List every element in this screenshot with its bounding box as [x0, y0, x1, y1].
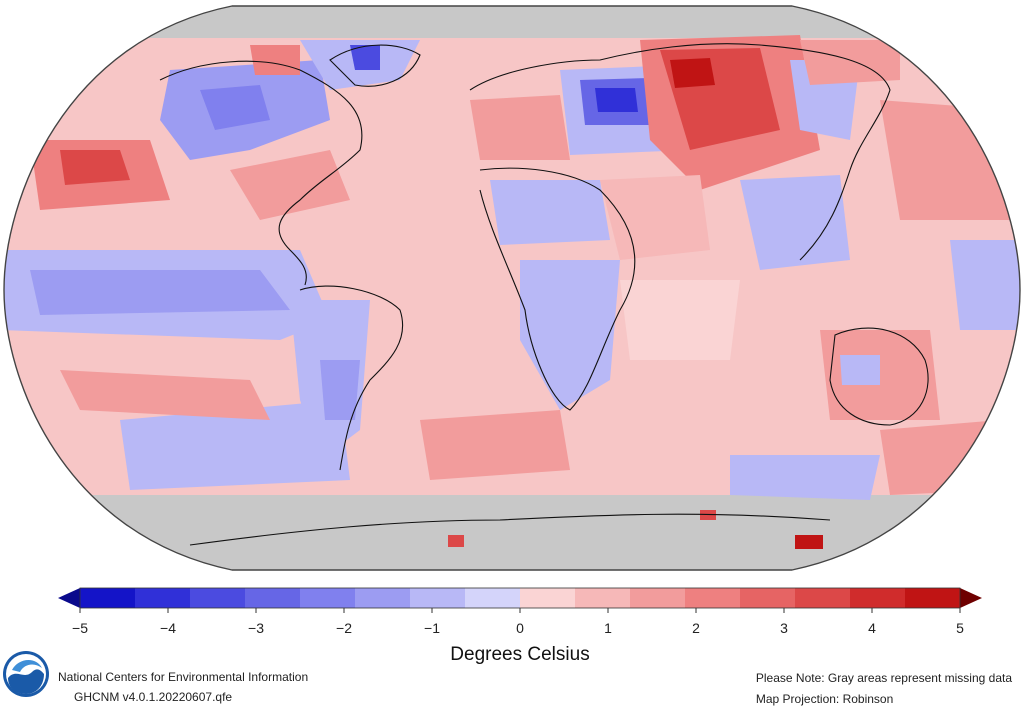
colorbar-segment	[300, 588, 356, 608]
coastlines	[159, 43, 929, 546]
colorbar: −5 −4 −3 −2 −1 0 1 2 3 4 5 Degrees Celsius	[40, 580, 1000, 670]
colorbar-tick-label: 3	[780, 620, 788, 636]
missing-data-note: Please Note: Gray areas represent missin…	[755, 671, 1012, 685]
colorbar-segment	[80, 588, 136, 608]
temperature-anomaly-map	[3, 5, 1021, 571]
colorbar-over-arrow	[960, 588, 982, 608]
colorbar-tick-label: 5	[956, 620, 964, 636]
colorbar-segment	[355, 588, 411, 608]
colorbar-tick-label: 4	[868, 620, 876, 636]
dataset-id: GHCNM v4.0.1.20220607.qfe	[74, 690, 233, 704]
colorbar-segment	[740, 588, 796, 608]
colorbar-segment	[465, 588, 521, 608]
colorbar-under-arrow	[58, 588, 80, 608]
colorbar-segment	[905, 588, 961, 608]
globe-outline	[3, 5, 1021, 571]
colorbar-strip	[58, 587, 982, 613]
colorbar-segment	[245, 588, 301, 608]
colorbar-tick-label: −1	[424, 620, 440, 636]
missing-data-south	[4, 495, 1020, 570]
projection-note: Map Projection: Robinson	[755, 692, 894, 706]
colorbar-segment	[630, 588, 686, 608]
footer-right: Please Note: Gray areas represent missin…	[756, 668, 1012, 710]
colorbar-segment	[410, 588, 466, 608]
anomaly-cells	[4, 35, 1020, 549]
organization-name: National Centers for Environmental Infor…	[58, 670, 309, 684]
colorbar-units-label: Degrees Celsius	[450, 644, 590, 665]
footer-left: National Centers for Environmental Infor…	[0, 648, 420, 720]
colorbar-tick-label: 2	[692, 620, 700, 636]
colorbar-segment	[135, 588, 191, 608]
colorbar-tick-label: −3	[248, 620, 264, 636]
colorbar-segment	[850, 588, 906, 608]
noaa-logo	[3, 651, 49, 697]
colorbar-tick-label: −4	[160, 620, 176, 636]
colorbar-segment	[190, 588, 246, 608]
colorbar-tick-label: −2	[336, 620, 352, 636]
colorbar-tick-label: 1	[604, 620, 612, 636]
colorbar-tick-label: −5	[72, 620, 88, 636]
colorbar-segment	[575, 588, 631, 608]
colorbar-tick-label: 0	[516, 620, 524, 636]
colorbar-segment	[795, 588, 851, 608]
colorbar-segment	[520, 588, 576, 608]
colorbar-segment	[685, 588, 741, 608]
